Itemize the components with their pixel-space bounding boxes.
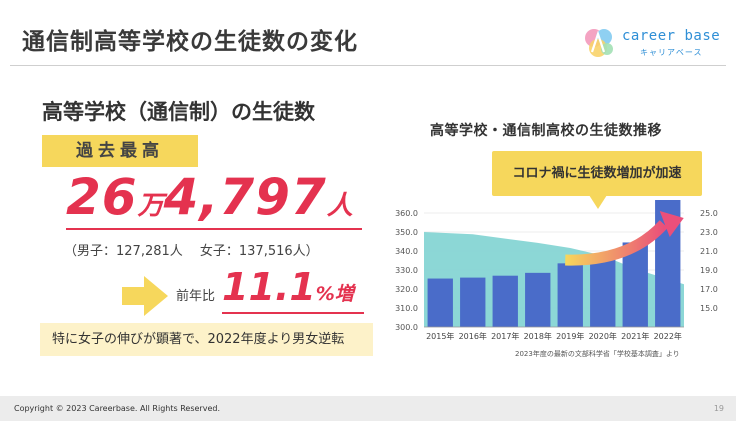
- trend-arrowhead: [659, 211, 684, 237]
- callout-tail: [589, 195, 607, 209]
- yoy-value: 11.1: [222, 265, 316, 309]
- y-tick-left: 350.0: [395, 228, 418, 237]
- chart-title: 高等学校・通信制高校の生徒数推移: [430, 123, 662, 139]
- right-arrow-icon: [122, 276, 168, 316]
- bar-2018年: [525, 272, 551, 327]
- y-tick-right: 23.0: [700, 228, 718, 237]
- total-num-rest: 4,797: [163, 168, 327, 226]
- y-tick-left: 310.0: [395, 304, 418, 313]
- total-unit-man: 万: [137, 191, 164, 221]
- bar-2019年: [557, 263, 583, 327]
- x-tick-label: 2022年: [654, 331, 682, 341]
- title-divider: [10, 65, 726, 66]
- page-title: 通信制高等学校の生徒数の変化: [22, 29, 358, 55]
- y-tick-left: 360.0: [395, 209, 418, 218]
- chart-callout: コロナ禍に生徒数増加が加速: [492, 151, 702, 196]
- total-underline: [66, 228, 362, 230]
- yoy-label: 前年比: [176, 289, 216, 304]
- bar-2015年: [427, 278, 453, 327]
- x-tick-label: 2015年: [426, 331, 454, 341]
- gender-breakdown: （男子：127,281人 女子：137,516人）: [64, 244, 319, 259]
- record-high-badge: 過去最高: [42, 135, 198, 167]
- y-tick-left: 330.0: [395, 266, 418, 275]
- career-base-logo-icon: [585, 29, 613, 57]
- y-tick-right: 19.0: [700, 266, 718, 275]
- y-tick-right: 21.0: [700, 247, 718, 256]
- copyright: Copyright © 2023 Careerbase. All Rights …: [14, 404, 220, 413]
- x-tick-label: 2018年: [524, 331, 552, 341]
- x-tick-label: 2016年: [459, 331, 487, 341]
- yoy-unit: %増: [315, 283, 354, 305]
- x-tick-label: 2021年: [621, 331, 649, 341]
- total-num-man: 26: [66, 168, 138, 226]
- y-tick-right: 17.0: [700, 285, 718, 294]
- total-students: 26万4,797人: [66, 172, 353, 222]
- yoy-underline: [222, 312, 364, 314]
- bar-2016年: [460, 277, 486, 327]
- brand-logo: career base キャリアベース: [582, 24, 722, 64]
- bar-2021年: [622, 242, 648, 327]
- page-number: 19: [713, 404, 724, 413]
- student-trend-chart: 300.0 310.0 320.0 330.0 340.0 350.0 360.0 15.0 1…: [395, 200, 718, 341]
- logo-subtext: キャリアベース: [640, 48, 703, 57]
- logo-text: career base: [622, 28, 721, 44]
- chart-source: 2023年度の最新の文部科学省「学校基本調査」より: [515, 350, 680, 358]
- section-subheading: 高等学校（通信制）の生徒数: [42, 100, 315, 124]
- bar-2017年: [492, 275, 518, 327]
- y-tick-right: 15.0: [700, 304, 718, 313]
- x-tick-label: 2017年: [491, 331, 519, 341]
- footer: Copyright © 2023 Careerbase. All Rights …: [0, 396, 736, 421]
- area-high-school: [424, 232, 684, 327]
- highlight-note: 特に女子の伸びが顕著で、2022年度より男女逆転: [40, 323, 373, 356]
- yoy-increase: 11.1%増: [222, 268, 354, 306]
- bar-2020年: [590, 253, 616, 327]
- y-tick-left: 340.0: [395, 247, 418, 256]
- trend-arrow: [565, 220, 668, 266]
- total-unit-person: 人: [326, 191, 353, 221]
- x-tick-label: 2019年: [556, 331, 584, 341]
- y-tick-left: 300.0: [395, 323, 418, 332]
- x-tick-label: 2020年: [589, 331, 617, 341]
- y-tick-left: 320.0: [395, 285, 418, 294]
- y-tick-right: 25.0: [700, 209, 718, 218]
